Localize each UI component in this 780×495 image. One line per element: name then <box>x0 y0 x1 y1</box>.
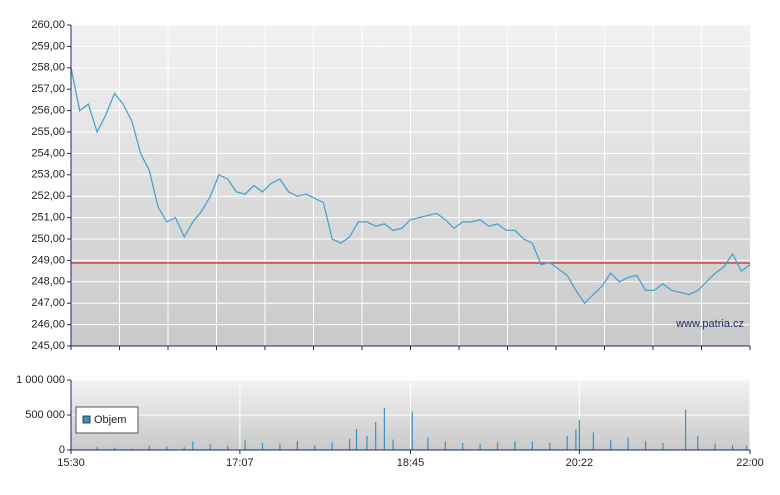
x-tick-label: 18:45 <box>397 457 425 469</box>
y-tick-label: 250,00 <box>31 233 65 245</box>
volume-bar <box>697 436 699 450</box>
volume-bar <box>366 436 368 450</box>
volume-bar <box>411 411 413 450</box>
y-tick-label: 1 000 000 <box>16 374 65 386</box>
price-line <box>70 67 751 305</box>
x-tick-label: 20:22 <box>566 457 594 469</box>
volume-bar <box>427 437 429 450</box>
x-tick-label: 22:00 <box>736 457 764 469</box>
y-tick-label: 257,00 <box>31 83 65 95</box>
volume-bar <box>166 446 168 450</box>
volume-bar <box>279 443 281 450</box>
volume-bar <box>96 447 98 450</box>
volume-bar <box>192 441 194 450</box>
volume-bar <box>531 441 533 450</box>
y-tick-label: 251,00 <box>31 212 65 224</box>
volume-bar <box>148 445 150 450</box>
y-tick-label: 254,00 <box>31 147 65 159</box>
y-tick-label: 258,00 <box>31 62 65 74</box>
volume-bar <box>375 422 377 450</box>
y-tick-label: 249,00 <box>31 254 65 266</box>
volume-bar <box>392 439 394 450</box>
volume-bar <box>592 432 594 450</box>
y-tick-label: 500 000 <box>25 409 65 421</box>
volume-bar <box>644 440 647 450</box>
volume-bar <box>183 447 185 450</box>
y-tick-label: 252,00 <box>31 190 65 202</box>
legend-swatch <box>82 415 91 424</box>
volume-bar <box>575 429 577 450</box>
volume-bar <box>331 442 333 450</box>
volume-bar <box>745 445 748 450</box>
x-tick-label: 15:30 <box>57 457 85 469</box>
x-tick-label: 17:07 <box>226 457 254 469</box>
y-tick-label: 248,00 <box>31 276 65 288</box>
volume-bar <box>496 442 499 450</box>
volume-bar <box>296 440 298 450</box>
volume-bar <box>479 443 481 450</box>
volume-bar <box>355 429 358 450</box>
volume-bar <box>662 443 664 450</box>
volume-bar <box>566 436 568 450</box>
y-tick-label: 245,00 <box>31 340 65 352</box>
volume-bar <box>578 419 580 450</box>
y-tick-label: 246,00 <box>31 319 65 331</box>
y-tick-label: 247,00 <box>31 297 65 309</box>
volume-bar <box>714 443 716 450</box>
y-tick-label: 259,00 <box>31 40 65 52</box>
watermark: www.patria.cz <box>675 318 744 330</box>
volume-bar <box>514 440 516 450</box>
volume-bar <box>462 443 464 450</box>
legend-label: Objem <box>94 414 126 426</box>
volume-bar <box>209 444 211 450</box>
volume-bar <box>444 441 446 450</box>
volume-bar <box>731 445 734 450</box>
volume-bar <box>261 443 264 450</box>
volume-bar <box>610 439 612 450</box>
volume-bar <box>227 445 229 450</box>
volume-bar <box>113 447 116 450</box>
volume-bar <box>131 448 133 450</box>
volume-bar <box>244 439 246 450</box>
y-tick-label: 255,00 <box>31 126 65 138</box>
volume-bar <box>549 443 551 450</box>
volume-bar <box>383 408 385 450</box>
y-tick-label: 260,00 <box>31 19 65 31</box>
volume-bar <box>684 409 687 450</box>
y-tick-label: 256,00 <box>31 105 65 117</box>
y-tick-label: 253,00 <box>31 169 65 181</box>
volume-bar <box>314 445 316 450</box>
y-tick-label: 0 <box>59 444 65 456</box>
volume-bar <box>348 438 351 450</box>
volume-bar <box>627 437 629 450</box>
